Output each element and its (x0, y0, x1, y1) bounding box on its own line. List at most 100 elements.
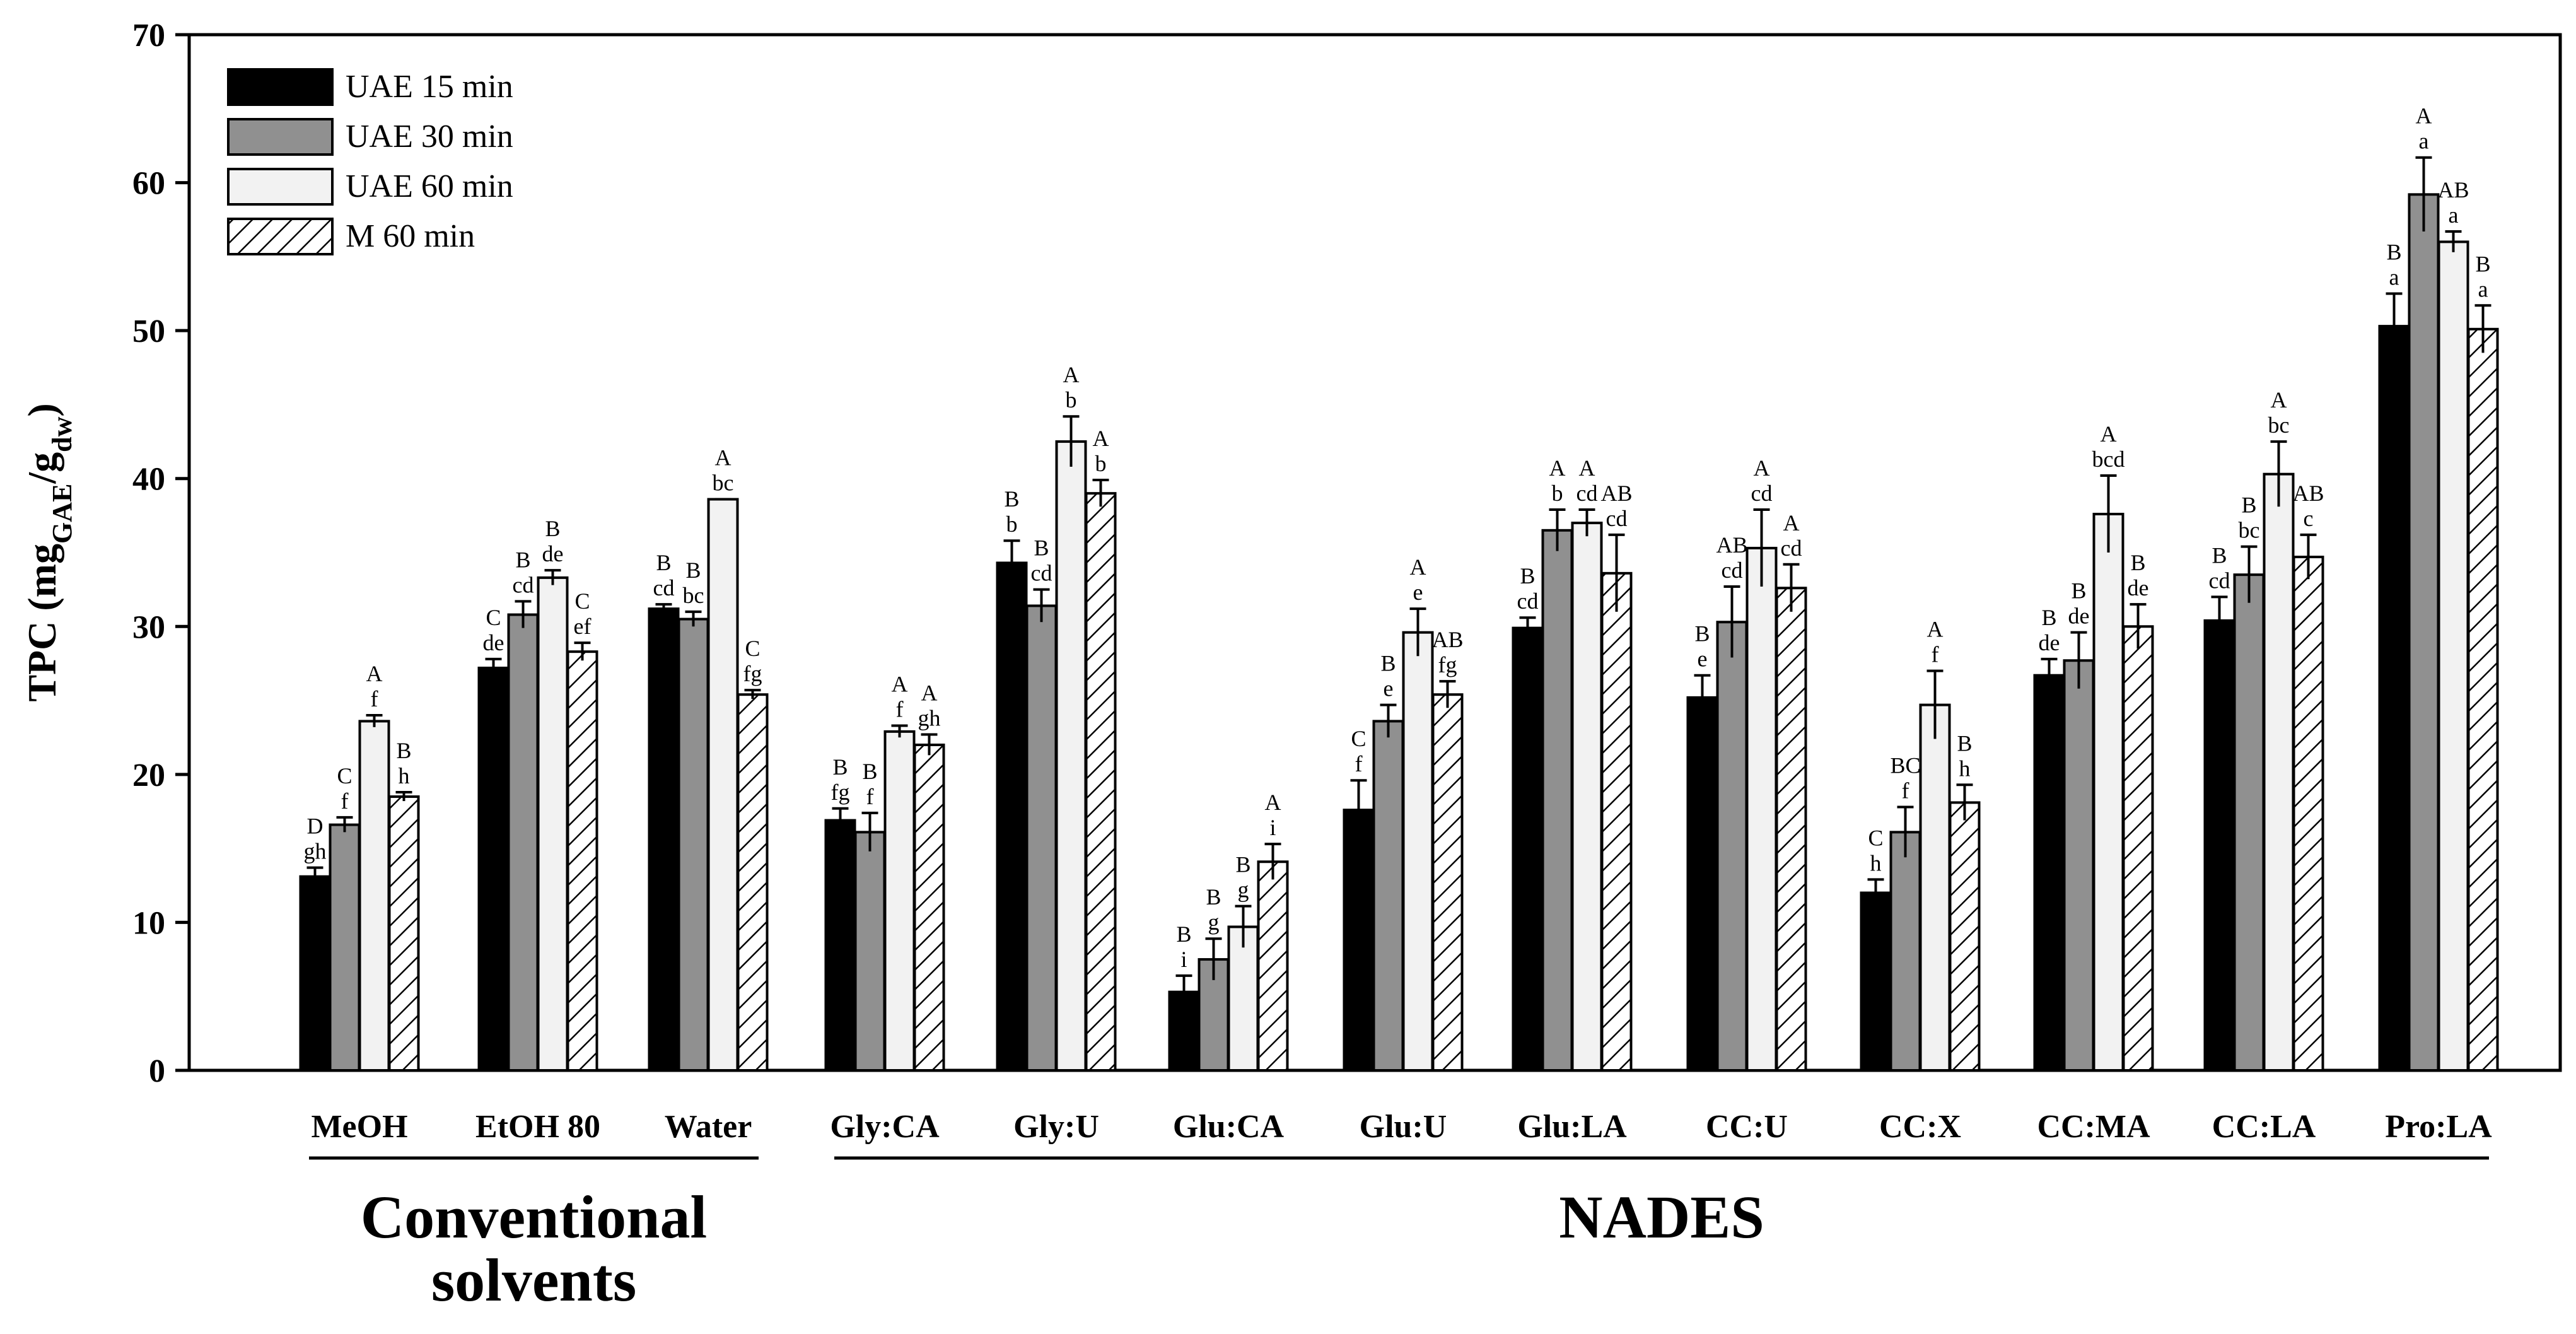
sig-lower-label: a (2419, 129, 2429, 154)
sig-lower-label: fg (743, 661, 762, 686)
bar (1919, 703, 1951, 1072)
sig-lower-label: bcd (2092, 447, 2125, 472)
bar (648, 607, 680, 1072)
bar (477, 666, 510, 1072)
x-axis: MeOH EtOH 80 Water Gly:CA Gly:U Glu:CA Glu:U Gl… (311, 1109, 2492, 1145)
sig-lower-label: cd (1751, 481, 1773, 506)
sig-lower-label: i (1269, 815, 1276, 840)
y-tick-label: 10 (132, 905, 165, 941)
sig-lower-label: e (1384, 676, 1394, 701)
sig-upper-label: A (1754, 455, 1770, 481)
sig-upper-label: B (685, 558, 701, 583)
sig-upper-label: A (2416, 103, 2432, 129)
bar (996, 561, 1028, 1072)
group-label: solvents (431, 1246, 636, 1314)
sig-lower-label: bc (2268, 412, 2290, 438)
sig-lower-label: de (2068, 604, 2090, 629)
y-tick-label: 0 (149, 1053, 165, 1089)
sig-lower-label: fg (831, 780, 850, 805)
bar (299, 875, 331, 1072)
sig-lower-label: f (866, 784, 874, 809)
bar (2437, 240, 2469, 1072)
sig-upper-label: A (1093, 426, 1109, 451)
bar (566, 650, 598, 1072)
legend-swatch (227, 218, 334, 255)
sig-lower-label: de (542, 541, 564, 566)
bar (2292, 556, 2324, 1072)
sig-upper-label: B (2041, 605, 2056, 630)
sig-lower-label: e (1413, 580, 1423, 605)
bar (329, 823, 361, 1072)
sig-upper-label: B (1034, 535, 1049, 561)
x-category-label: CC:U (1706, 1109, 1788, 1145)
sig-upper-label: B (1004, 486, 1019, 512)
sig-lower-label: ef (574, 614, 592, 639)
sig-lower-label: c (2304, 506, 2314, 531)
sig-upper-label: AB (2437, 177, 2469, 202)
sig-lower-label: e (1698, 647, 1708, 672)
y-tick-label: 40 (132, 462, 165, 498)
bar (2408, 193, 2440, 1072)
sig-lower-label: a (2389, 265, 2399, 290)
legend-label: UAE 15 min (346, 69, 513, 105)
bar (854, 831, 886, 1072)
bar (537, 576, 569, 1072)
sig-upper-label: AB (1716, 532, 1747, 558)
legend-swatch (227, 118, 334, 156)
bar (1716, 621, 1748, 1072)
sig-lower-label: cd (1576, 481, 1598, 506)
sig-upper-label: B (656, 550, 671, 575)
sig-upper-label: A (1410, 554, 1426, 580)
sig-upper-label: A (1265, 790, 1281, 815)
x-category-label: Pro:LA (2385, 1109, 2492, 1145)
x-category-label: Glu:LA (1517, 1109, 1627, 1145)
sig-upper-label: B (862, 759, 877, 784)
sig-lower-label: h (1959, 756, 1971, 781)
legend-swatch (227, 168, 334, 206)
sig-lower-label: i (1180, 947, 1187, 972)
bar (1686, 696, 1718, 1072)
group-label: NADES (1559, 1183, 1764, 1251)
bar (2122, 625, 2154, 1072)
sig-upper-label: C (574, 588, 590, 614)
sig-upper-label: A (2101, 421, 2117, 447)
y-tick-label: 30 (132, 609, 165, 645)
bar (2203, 619, 2235, 1072)
sig-lower-label: de (483, 630, 504, 655)
sig-lower-label: cd (1781, 535, 1802, 561)
sig-upper-label: A (1927, 617, 1944, 642)
sig-upper-label: D (307, 814, 323, 839)
sig-lower-label: a (2449, 202, 2459, 228)
x-category-label: Glu:CA (1173, 1109, 1285, 1145)
x-category-label: MeOH (311, 1109, 407, 1145)
x-category-label: Water (665, 1109, 752, 1145)
y-tick-label: 50 (132, 313, 165, 349)
bar (1512, 626, 1544, 1072)
sig-upper-label: B (1957, 730, 1972, 756)
sig-upper-label: B (2241, 493, 2256, 518)
sig-lower-label: g (1208, 910, 1220, 935)
sig-upper-label: B (2475, 251, 2490, 276)
sig-lower-label: bc (2239, 518, 2260, 543)
bar (1600, 571, 1633, 1072)
bar (2378, 325, 2410, 1072)
bar (1402, 631, 1434, 1072)
bar (1372, 720, 1404, 1072)
sig-lower-label: cd (653, 575, 675, 600)
sig-upper-label: B (1235, 852, 1250, 877)
bar (1257, 860, 1289, 1072)
sig-upper-label: A (921, 681, 938, 706)
bar (1571, 522, 1603, 1072)
sig-upper-label: B (2071, 578, 2086, 604)
sig-upper-label: B (2212, 542, 2227, 568)
sig-upper-label: C (745, 636, 760, 661)
